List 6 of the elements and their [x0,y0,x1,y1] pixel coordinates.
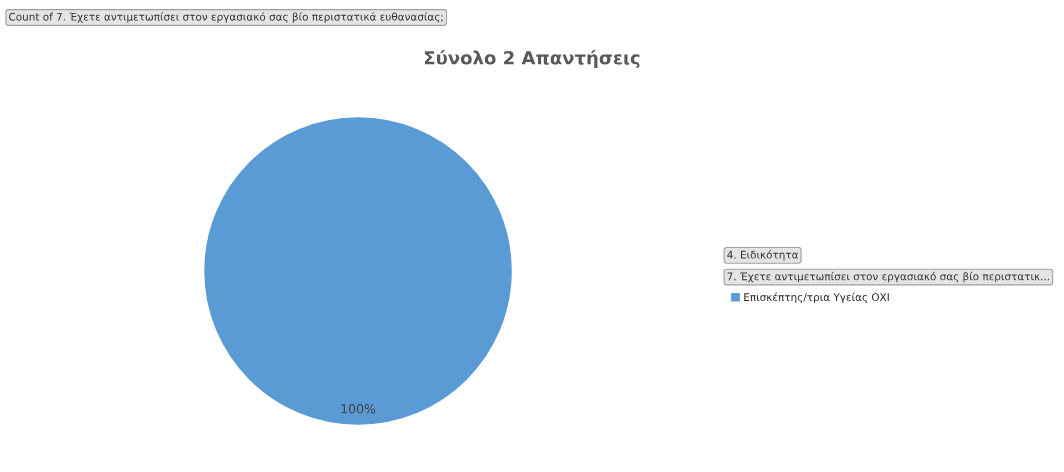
text: 4. Ειδικότητα [727,250,798,261]
data-label: 100% [341,404,376,414]
chart-title: Σύνολο 2 Απαντήσεις [424,49,640,69]
text: Count of 7. Έχετε αντιμετωπίσει στον εργασιακό σας βίο περιστατικά ευθανασίας; [9,12,443,23]
text: 7. Έχετε αντιμετωπίσει στον εργασιακό σας βίο περιστατικ... [727,271,1049,283]
legend-label: Επισκέπτης/τρια Υγείας ΟΧΙ [744,292,889,304]
